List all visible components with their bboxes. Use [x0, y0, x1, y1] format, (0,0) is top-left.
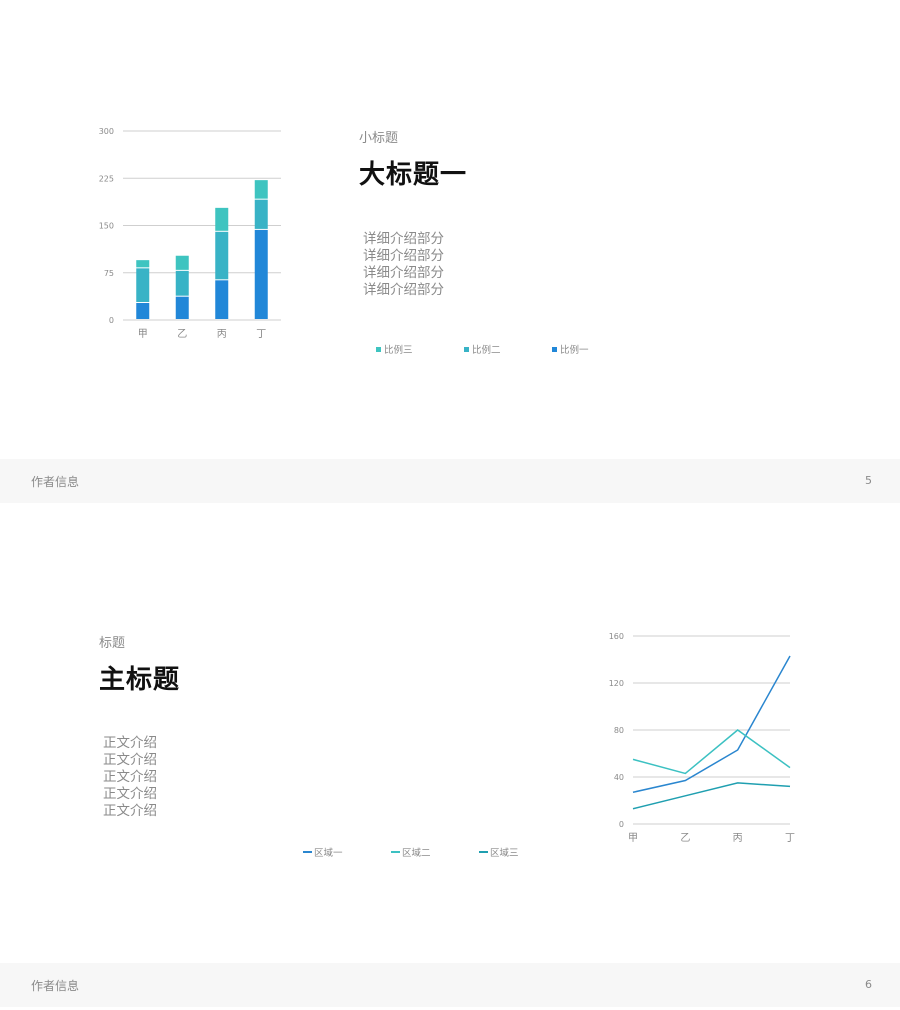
y-tick-label: 150 [99, 222, 114, 231]
body-line: 详细介绍部分 [363, 231, 444, 247]
slide-6: 标题 主标题 正文介绍 正文介绍 正文介绍 正文介绍 正文介绍 0 40 80 120… [0, 504, 900, 1010]
y-tick-label: 80 [614, 726, 624, 735]
body-line: 详细介绍部分 [363, 248, 444, 264]
legend-item: 区域一 [303, 845, 343, 859]
legend-swatch [391, 851, 400, 853]
legend-item: 区域三 [479, 845, 519, 859]
legend-label: 区域一 [314, 848, 343, 859]
legend-item: 区域二 [391, 845, 431, 859]
page-number: 5 [865, 474, 872, 487]
x-tick-label: 乙 [177, 328, 187, 340]
body-line: 正文介绍 [103, 769, 157, 785]
legend-swatch [552, 347, 557, 352]
y-tick-label: 75 [104, 269, 114, 278]
slide-footer: 作者信息 5 [0, 459, 900, 503]
legend-swatch [479, 851, 488, 853]
bar-segment [215, 207, 229, 231]
bar-segment [215, 231, 229, 280]
y-tick-label: 300 [99, 127, 114, 136]
slide-footer: 作者信息 6 [0, 963, 900, 1007]
y-tick-label: 40 [614, 773, 624, 782]
body-text: 详细介绍部分 详细介绍部分 详细介绍部分 详细介绍部分 [363, 231, 444, 299]
body-line: 正文介绍 [103, 735, 157, 751]
bar-segment [136, 260, 150, 268]
series-line [632, 782, 791, 810]
series-line [632, 655, 791, 794]
chart-legend: 区域一 区域二 区域三 [303, 845, 563, 859]
body-line: 正文介绍 [103, 803, 157, 819]
y-tick-label: 225 [99, 174, 114, 183]
legend-swatch [376, 347, 381, 352]
x-tick-label: 丙 [217, 329, 227, 340]
legend-item: 比例一 [552, 342, 589, 356]
y-tick-label: 0 [619, 820, 624, 829]
legend-swatch [464, 347, 469, 352]
x-tick-label: 甲 [138, 329, 148, 340]
legend-label: 比例三 [384, 345, 413, 356]
series-line [632, 729, 791, 775]
bar-segment [175, 255, 189, 270]
bar-segment [175, 296, 189, 319]
x-tick-label: 甲 [628, 833, 638, 844]
slide-subtitle: 标题 [99, 636, 126, 651]
legend-label: 比例一 [560, 345, 589, 356]
body-line: 正文介绍 [103, 752, 157, 768]
stacked-bar-chart: 0 75 150 225 300 甲 乙 丙 丁 [99, 127, 281, 340]
body-line: 详细介绍部分 [363, 282, 444, 298]
bar-segment [254, 229, 268, 319]
bar-segment [136, 302, 150, 319]
slide-subtitle: 小标题 [359, 131, 399, 146]
x-tick-label: 丁 [256, 329, 266, 340]
legend-item: 比例二 [464, 342, 501, 356]
slide-title: 大标题一 [359, 160, 468, 190]
x-tick-label: 乙 [680, 832, 690, 844]
page-number: 6 [865, 978, 872, 991]
footer-author: 作者信息 [31, 979, 80, 993]
legend-label: 区域二 [402, 848, 431, 859]
bar-segment [254, 180, 268, 199]
slide-title: 主标题 [99, 665, 181, 695]
x-tick-label: 丁 [785, 833, 795, 844]
footer-author: 作者信息 [31, 475, 80, 489]
legend-swatch [303, 851, 312, 853]
legend-label: 区域三 [490, 848, 519, 859]
bar-segment [136, 268, 150, 302]
body-line: 详细介绍部分 [363, 265, 444, 281]
x-tick-label: 丙 [733, 833, 743, 844]
bar-segment [215, 280, 229, 319]
body-line: 正文介绍 [103, 786, 157, 802]
chart-legend: 比例三 比例二 比例一 [376, 342, 636, 356]
body-text: 正文介绍 正文介绍 正文介绍 正文介绍 正文介绍 [103, 735, 157, 820]
slide-5: 0 75 150 225 300 甲 乙 丙 丁 小标题 大标题一 详细介绍部分 详细介绍部分 … [0, 0, 900, 504]
y-tick-label: 0 [109, 316, 114, 325]
legend-item: 比例三 [376, 342, 413, 356]
y-tick-label: 120 [609, 679, 624, 688]
bar-segment [254, 199, 268, 229]
legend-label: 比例二 [472, 345, 501, 356]
line-chart: 0 40 80 120 160 甲 乙 丙 丁 [609, 632, 795, 844]
y-tick-label: 160 [609, 632, 624, 641]
bar-segment [175, 270, 189, 296]
